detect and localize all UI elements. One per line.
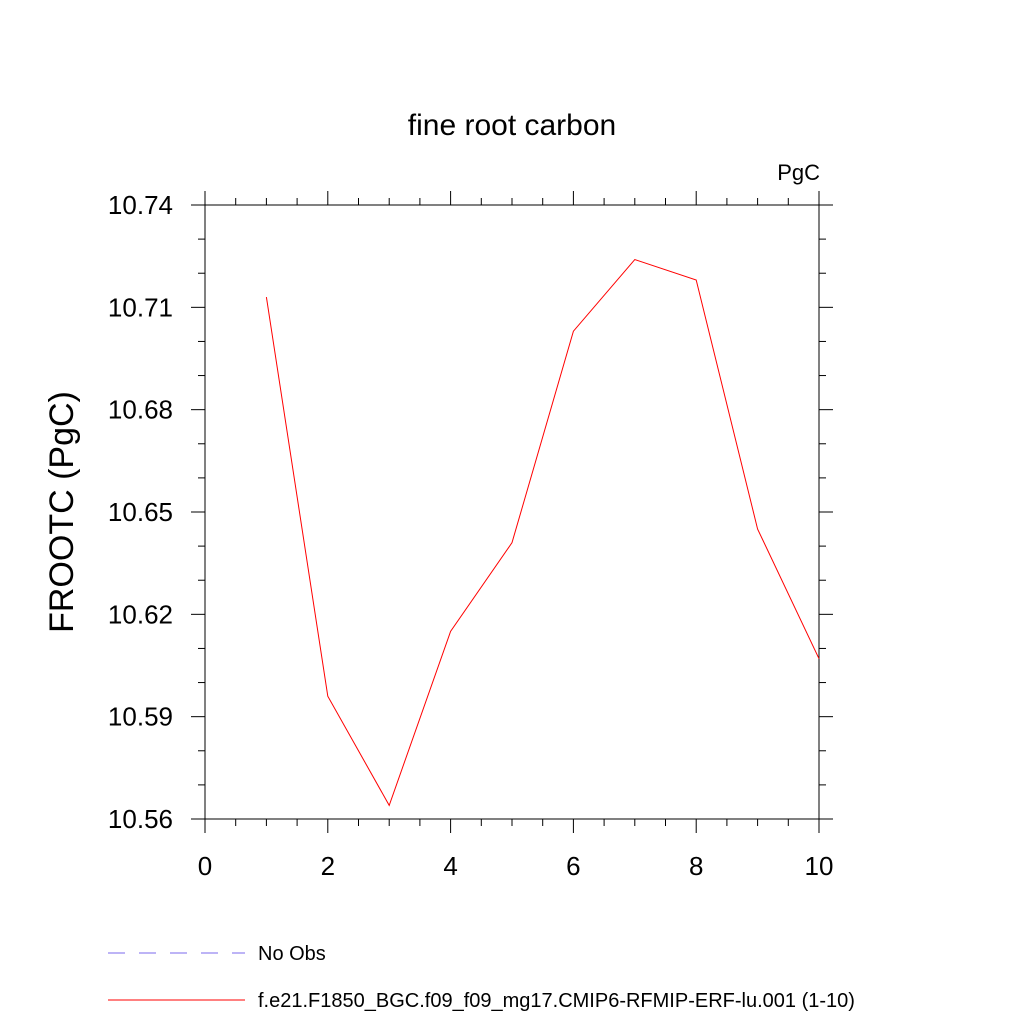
x-tick-label: 10 bbox=[805, 851, 834, 881]
y-tick-label: 10.71 bbox=[108, 292, 173, 322]
y-tick-label: 10.74 bbox=[108, 190, 173, 220]
legend-label-no-obs: No Obs bbox=[258, 943, 326, 965]
units-label: PgC bbox=[777, 160, 820, 185]
x-tick-labels: 0 2 4 6 8 10 bbox=[198, 851, 834, 881]
legend: No Obs f.e21.F1850_BGC.f09_f09_mg17.CMIP… bbox=[108, 943, 855, 1012]
y-tick-label: 10.56 bbox=[108, 804, 173, 834]
y-tick-label: 10.68 bbox=[108, 395, 173, 425]
x-tick-label: 4 bbox=[443, 851, 457, 881]
x-tick-label: 6 bbox=[566, 851, 580, 881]
y-tick-label: 10.59 bbox=[108, 702, 173, 732]
x-tick-label: 2 bbox=[321, 851, 335, 881]
y-tick-label: 10.65 bbox=[108, 497, 173, 527]
series-group bbox=[265, 258, 820, 807]
series-line bbox=[265, 258, 820, 807]
plot-frame bbox=[204, 204, 820, 820]
legend-label-series: f.e21.F1850_BGC.f09_f09_mg17.CMIP6-RFMIP… bbox=[258, 990, 855, 1012]
x-tick-label: 0 bbox=[198, 851, 212, 881]
y-axis-label: FROOTC (PgC) bbox=[43, 391, 81, 633]
axis-ticks bbox=[191, 191, 833, 833]
y-tick-label: 10.62 bbox=[108, 599, 173, 629]
chart-title: fine root carbon bbox=[408, 109, 616, 142]
y-tick-labels: 10.56 10.59 10.62 10.65 10.68 10.71 10.74 bbox=[108, 190, 173, 834]
x-tick-label: 8 bbox=[689, 851, 703, 881]
